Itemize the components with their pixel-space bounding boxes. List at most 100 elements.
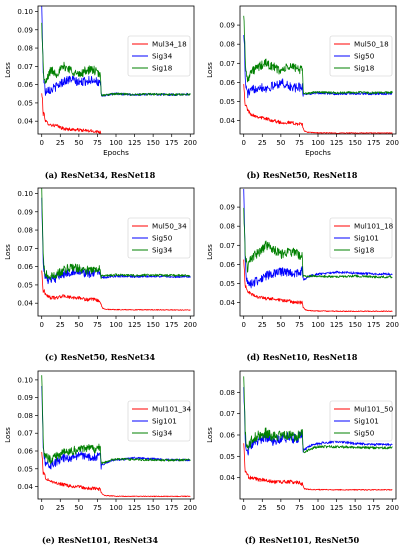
legend-label: Sig50 [152,234,173,243]
x-tick-label: 175 [367,139,380,147]
y-tick-label: 0.05 [17,465,33,473]
x-tick-label: 150 [146,504,159,512]
x-tick-label: 0 [39,321,43,329]
y-tick-label: 0.04 [17,118,33,126]
legend [127,35,191,77]
legend-label: Sig101 [152,417,177,426]
y-tick-label: 0.10 [17,376,33,384]
y-tick-label: 0.07 [219,60,235,68]
chart-panel-6: 0 25 50 75 100 125 150 175 200 0.04 0.05 0.06 0.07 0.… [205,370,399,512]
x-tick-label: 175 [367,504,380,512]
panel-caption: (a) ResNet34, ResNet18 [44,170,156,180]
x-tick-label: 125 [128,504,141,512]
x-tick-label: 175 [165,321,178,329]
legend [329,400,393,442]
series-line-mul50-18 [243,84,393,134]
series-line-mul101-18 [243,259,393,313]
y-tick-label: 0.08 [219,389,235,397]
legend-label: Sig34 [152,52,173,61]
x-tick-label: 75 [295,321,304,329]
x-tick-label: 100 [109,321,122,329]
y-tick-label: 0.09 [17,394,33,402]
x-tick-label: 150 [348,321,361,329]
panel-caption: (d) ResNet10, ResNet18 [246,352,358,362]
x-tick-label: 150 [146,321,159,329]
y-axis-label: Loss [205,244,214,260]
x-tick-label: 25 [56,139,65,147]
series-line-mul101-50 [243,443,393,491]
x-tick-label: 125 [128,139,141,147]
legend-label: Sig101 [354,417,379,426]
legend-label: Sig18 [152,64,173,73]
x-tick-label: 175 [165,139,178,147]
legend-label: Mul34_18 [152,40,187,49]
y-tick-label: 0.05 [219,453,235,461]
series-line-sig18 [243,207,393,279]
x-tick-label: 25 [56,504,65,512]
series-line-sig50 [243,376,393,454]
y-tick-label: 0.06 [17,263,33,271]
x-tick-label: 150 [146,139,159,147]
x-tick-label: 25 [56,321,65,329]
x-tick-label: 0 [241,139,245,147]
legend [127,217,191,259]
x-tick-label: 75 [295,504,304,512]
y-axis-label: Loss [3,244,12,260]
x-tick-label: 100 [311,504,324,512]
x-tick-label: 50 [276,504,285,512]
legend-label: Sig50 [354,52,375,61]
y-tick-label: 0.08 [17,412,33,420]
x-tick-label: 125 [128,321,141,329]
x-tick-label: 175 [367,321,380,329]
series-line-mul101-34 [41,451,191,498]
x-tick-label: 150 [348,504,361,512]
x-tick-label: 100 [109,504,122,512]
y-tick-label: 0.06 [219,79,235,87]
chart-panel-4: 0 25 50 75 100 125 150 175 200 0.04 0.05 0.06 0.07 0.… [205,187,399,329]
y-tick-label: 0.08 [17,45,33,53]
y-tick-label: 0.10 [17,190,33,198]
x-tick-label: 200 [386,139,399,147]
y-tick-label: 0.09 [219,22,235,30]
series-line-sig101 [243,188,393,289]
legend-label: Mul101_50 [354,405,394,414]
x-tick-label: 100 [109,139,122,147]
x-tick-label: 100 [311,321,324,329]
series-line-sig34 [41,375,191,465]
y-axis-label: Loss [205,427,214,443]
y-tick-label: 0.04 [17,300,33,308]
legend [127,400,191,442]
y-tick-label: 0.04 [219,474,235,482]
x-tick-label: 75 [93,504,102,512]
series-line-sig18 [243,15,393,95]
x-tick-label: 0 [39,504,43,512]
series-line-sig18 [41,22,191,97]
x-tick-label: 75 [93,139,102,147]
x-tick-label: 0 [241,321,245,329]
y-axis-label: Loss [3,427,12,443]
x-tick-label: 25 [258,321,267,329]
panel-caption: (b) ResNet50, ResNet18 [246,170,358,180]
y-tick-label: 0.07 [219,242,235,250]
legend-label: Sig18 [354,64,375,73]
y-tick-label: 0.07 [17,245,33,253]
x-axis-label: Epochs [305,148,331,157]
x-tick-label: 200 [184,321,197,329]
chart-panel-3: 0 25 50 75 100 125 150 175 200 0.04 0.05 0.06 0.07 0.… [3,187,197,329]
legend-label: Mul50_34 [152,222,187,231]
series-line-sig34 [41,188,191,281]
legend-label: Sig50 [354,429,375,438]
legend-label: Mul101_18 [354,222,394,231]
x-tick-label: 150 [348,139,361,147]
y-tick-label: 0.05 [219,280,235,288]
legend-label: Mul101_34 [152,405,192,414]
y-tick-label: 0.08 [219,41,235,49]
panel-caption: (e) ResNet101, ResNet34 [41,535,159,545]
y-tick-label: 0.09 [17,26,33,34]
y-axis-label: Loss [3,62,12,78]
y-tick-label: 0.04 [219,117,235,125]
series-line-mul50-34 [41,270,191,311]
x-tick-label: 50 [276,321,285,329]
legend-label: Sig101 [354,234,379,243]
